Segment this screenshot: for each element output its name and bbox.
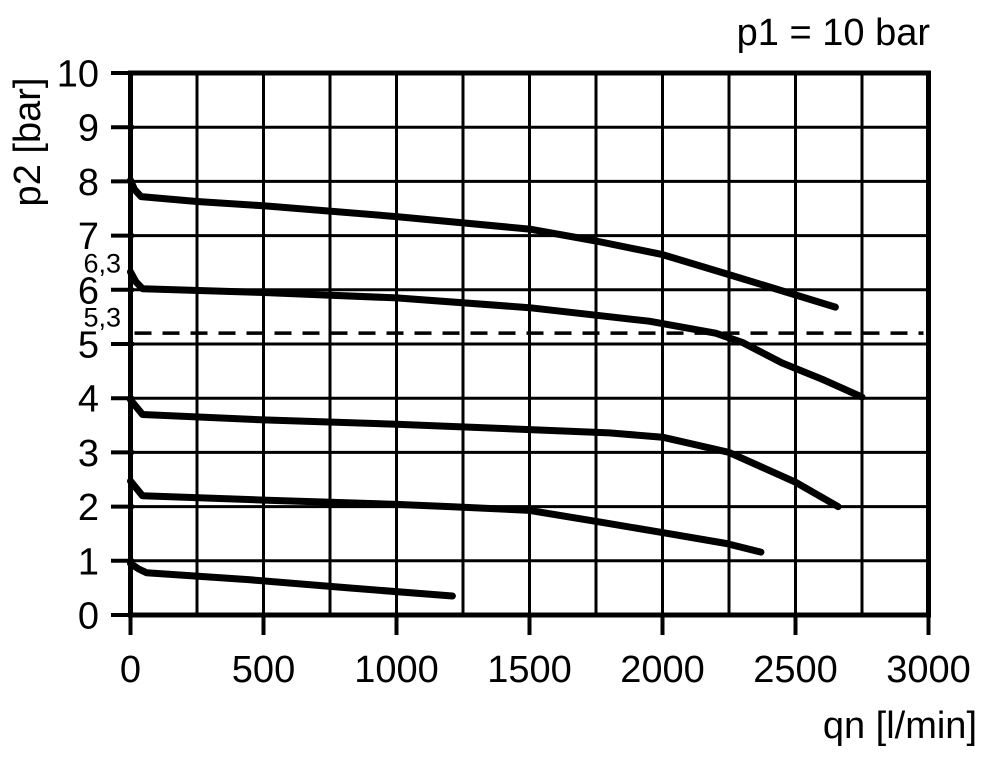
x-tick-label: 0 [120, 649, 141, 691]
y-tick-label: 7 [78, 216, 99, 258]
y-tick-label: 2 [78, 487, 99, 529]
setpoint-annotation: 6,3 [83, 249, 121, 279]
curve-setpoint-1bar [127, 560, 456, 600]
setpoint-annotation: 5,3 [83, 303, 121, 333]
y-tick-label: 3 [78, 433, 99, 475]
x-tick-label: 2000 [620, 649, 705, 691]
y-tick-label: 1 [78, 541, 99, 583]
y-tick-label: 10 [57, 54, 99, 96]
x-tick-label: 1500 [487, 649, 572, 691]
x-tick-label: 2500 [753, 649, 838, 691]
x-tick-label: 500 [232, 649, 295, 691]
y-tick-label: 6 [78, 270, 99, 312]
curve-setpoint-8bar [127, 176, 839, 311]
x-axis-label: qn [l/min] [822, 705, 977, 747]
y-tick-label: 4 [78, 379, 99, 421]
curve-setpoint-4bar [127, 396, 842, 511]
y-tick-label: 0 [78, 596, 99, 638]
x-tick-label: 1000 [354, 649, 439, 691]
curve-setpoint-2-5bar [127, 477, 765, 556]
y-tick-label: 9 [78, 108, 99, 150]
y-tick-label: 5 [78, 325, 99, 367]
curve-setpoint-6-3bar [127, 268, 866, 401]
chart-title: p1 = 10 bar [736, 12, 930, 54]
x-tick-label: 3000 [886, 649, 971, 691]
y-tick-label: 8 [78, 162, 99, 204]
